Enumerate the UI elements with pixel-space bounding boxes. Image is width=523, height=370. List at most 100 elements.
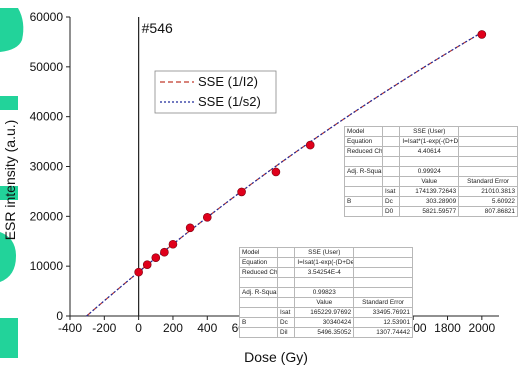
fit-table-cell: Standard Error [458, 176, 518, 187]
fit-results-table-upper: Model SSE (User) Equation I=Isat*(1-exp(-(D… [343, 126, 518, 217]
fit-table-cell: 3.54254E-4 [294, 267, 355, 278]
y-tick-label: 0 [56, 309, 63, 323]
fit-table-row: Reduced Chi-Sqr 4.40614 [343, 146, 518, 157]
fit-table-cell: B [343, 196, 384, 207]
data-point [160, 247, 169, 257]
fit-table-cell: 4.40614 [399, 146, 460, 157]
legend-box [154, 70, 277, 114]
fit-table-cell: 807.86821 [458, 206, 518, 217]
fit-table-cell: Model [343, 126, 384, 137]
x-tick-label: 0 [135, 321, 142, 335]
x-tick-label: -200 [92, 321, 116, 335]
fit-table-row: B Dc 30340424 12.53901 [238, 317, 413, 328]
fit-table-cell [238, 277, 279, 288]
fit-table-cell: SSE (User) [294, 247, 355, 258]
fit-table-cell: 5496.35052 [294, 327, 355, 338]
fit-table-cell: 165229.97692 [294, 307, 355, 318]
fit-table-cell: 174139.72643 [399, 186, 460, 197]
fit-table-cell [277, 287, 296, 298]
y-ticks: 0 10000 20000 30000 40000 50000 60000 [30, 10, 70, 323]
fit-table-cell [343, 156, 384, 167]
fit-table-row: Reduced Chi-Sqr 3.54254E-4 [238, 267, 413, 278]
fit-table-cell: Adj. R-Square [343, 166, 384, 177]
fit-table-cell [382, 136, 401, 147]
fit-table-cell [382, 156, 401, 167]
fit-table-row [238, 277, 413, 288]
fit-table-row: Adj. R-Square 0.99924 [343, 166, 518, 177]
fit-table-cell: 33495.76921 [353, 307, 413, 318]
fit-table-cell: Dc [277, 317, 296, 328]
fit-table-cell: 5821.59577 [399, 206, 460, 217]
legend-label-sse-i2: SSE (1/I2) [198, 74, 258, 89]
fit-table-cell [458, 166, 518, 177]
fit-table-cell [382, 126, 401, 137]
data-point [185, 223, 195, 233]
fit-table-cell [277, 277, 296, 288]
fit-table-cell: 0.99924 [399, 166, 460, 177]
data-point [202, 213, 212, 222]
x-tick-label: 1800 [434, 321, 461, 335]
fit-table-row: D0 5821.59577 807.86821 [343, 206, 518, 217]
fit-table-cell [458, 146, 518, 157]
fit-table-cell [277, 267, 296, 278]
fit-table-cell: Isat [382, 186, 401, 197]
data-point [271, 167, 281, 177]
fit-table-row [343, 156, 518, 167]
fit-table-cell: Dc [382, 196, 401, 207]
data-point [134, 267, 143, 277]
x-tick-label: 400 [197, 321, 217, 335]
fit-table-row: Value Standard Error [238, 297, 413, 308]
fit-table-cell [277, 257, 296, 268]
fit-table-cell: SSE (User) [399, 126, 460, 137]
fit-table-cell [238, 307, 279, 318]
data-point [168, 239, 178, 249]
fit-table-cell [353, 247, 413, 258]
fit-table-cell [458, 136, 518, 147]
fit-table-row: Value Standard Error [343, 176, 518, 187]
fit-table-row: Equation I=Isat(1-exp(-(D+Dey)/D0)) [238, 257, 413, 268]
y-tick-label: 30000 [30, 160, 64, 174]
fit-table-cell: Dil [277, 327, 296, 338]
fit-table-row: Isat 165229.97692 33495.76921 [238, 307, 413, 318]
vertical-marker-label: #546 [142, 20, 173, 36]
data-point [305, 140, 315, 150]
fit-table-cell: I=Isat(1-exp(-(D+Dey)/D0)) [294, 257, 355, 268]
data-point [477, 30, 487, 39]
fit-table-cell: Reduced Chi-Sqr [343, 146, 384, 157]
y-tick-label: 50000 [30, 60, 64, 74]
fit-table-cell: Value [399, 176, 460, 187]
fit-table-cell: Value [294, 297, 355, 308]
x-axis-title: Dose (Gy) [244, 349, 308, 365]
fit-table-cell: 1307.74442 [353, 327, 413, 338]
fit-table-cell [353, 277, 413, 288]
fit-table-cell: Equation [343, 136, 384, 147]
fit-table-cell [238, 297, 279, 308]
fit-table-cell: Standard Error [353, 297, 413, 308]
fit-table-row: Isat 174139.72643 21010.3813 [343, 186, 518, 197]
fit-table-row: Model SSE (User) [238, 247, 413, 258]
fit-table-row: Model SSE (User) [343, 126, 518, 137]
fit-table-cell: B [238, 317, 279, 328]
fit-table-cell [343, 186, 384, 197]
fit-table-cell [458, 126, 518, 137]
fit-table-cell: 0.99823 [294, 287, 355, 298]
data-point [237, 187, 246, 197]
fit-table-row: Equation I=Isat*(1-exp(-(D+Dc)/D0)) [343, 136, 518, 147]
fit-table-cell: 5.60922 [458, 196, 518, 207]
legend: SSE (1/I2) SSE (1/s2) [154, 70, 277, 114]
fit-table-cell: Model [238, 247, 279, 258]
fit-table-cell: Equation [238, 257, 279, 268]
fit-table-cell [458, 156, 518, 167]
fit-table-cell [353, 267, 413, 278]
fit-table-cell [382, 166, 401, 177]
fit-table-cell [353, 287, 413, 298]
y-tick-label: 10000 [30, 259, 64, 273]
fit-results-table-lower: Model SSE (User) Equation I=Isat(1-exp(-(D+… [238, 247, 413, 338]
fit-table-cell [277, 247, 296, 258]
y-axis-title: ESR intensity (a.u.) [2, 120, 18, 241]
fit-table-cell [353, 257, 413, 268]
fit-table-cell: 30340424 [294, 317, 355, 328]
fit-table-cell [399, 156, 460, 167]
data-points [134, 30, 487, 277]
fit-table-row: Adj. R-Square 0.99823 [238, 287, 413, 298]
